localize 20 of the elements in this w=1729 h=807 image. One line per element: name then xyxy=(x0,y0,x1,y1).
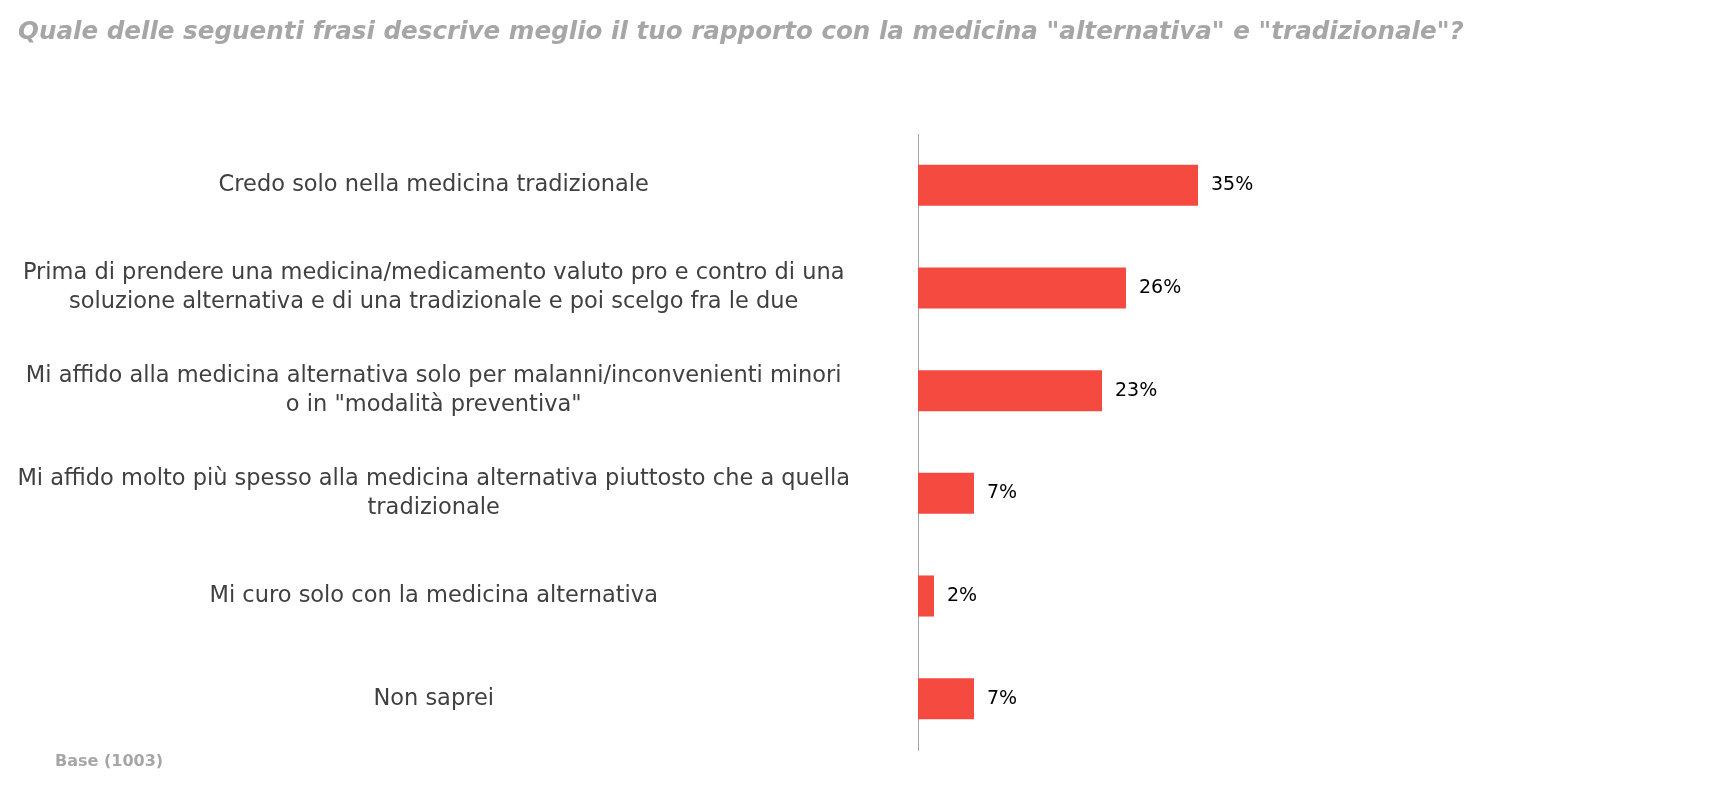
chart-title: Quale delle seguenti frasi descrive meglio il tuo rapporto con la medicina "alternativa" e "tradizionale"? xyxy=(18,16,1464,46)
data-label: 7% xyxy=(987,480,1018,503)
y-tick-label: Mi affido alla medicina alternativa solo per malanni/inconvenienti minori o in "modalità preventiva" xyxy=(25,361,842,417)
bar xyxy=(918,678,974,720)
text: Base (1003) xyxy=(55,751,164,771)
bar xyxy=(918,472,974,514)
bar xyxy=(918,575,934,617)
bar xyxy=(918,370,1102,412)
y-tick-label: Mi affido molto più spesso alla medicina alternativa piuttosto che a quella tradizionale xyxy=(17,463,850,519)
data-label: 26% xyxy=(1139,274,1182,297)
data-label: 2% xyxy=(947,582,978,605)
data-label: 23% xyxy=(1115,377,1158,400)
bar xyxy=(918,267,1126,309)
y-tick-label: Prima di prendere una medicina/medicamento valuto pro e contro di una soluzione alternativa e di una tradizionale e poi scelgo fra le due xyxy=(22,258,845,314)
y-tick-label: Non saprei xyxy=(373,683,495,710)
y-tick-label: Credo solo nella medicina tradizionale xyxy=(218,170,649,197)
bar xyxy=(918,164,1198,206)
y-tick-label: Mi curo solo con la medicina alternativa xyxy=(209,580,658,607)
data-label: 35% xyxy=(1211,172,1254,195)
data-label: 7% xyxy=(987,685,1018,708)
